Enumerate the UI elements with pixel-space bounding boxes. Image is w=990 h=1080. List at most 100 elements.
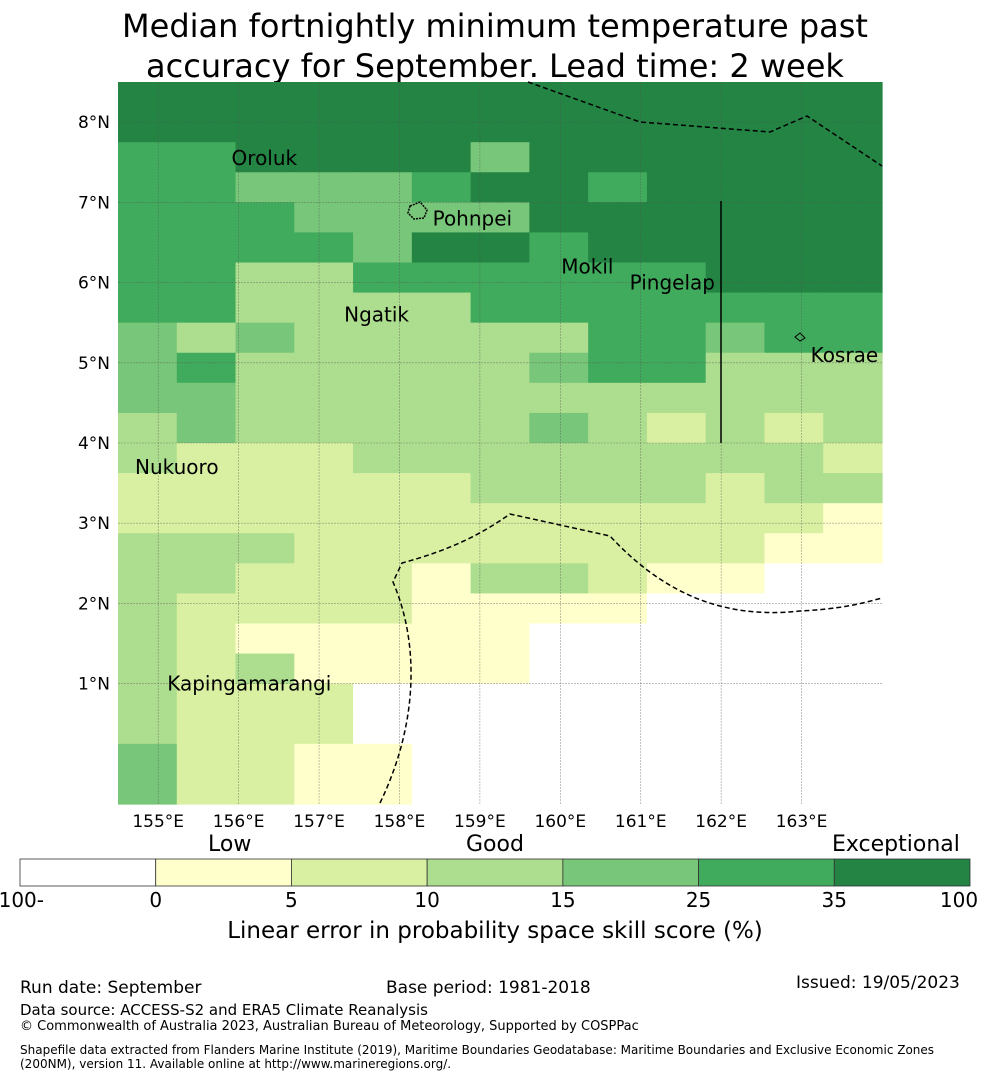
grid-cell xyxy=(529,172,589,203)
grid-cell xyxy=(764,743,824,775)
grid-cell xyxy=(529,292,589,324)
grid-cell xyxy=(235,533,295,564)
grid-cell xyxy=(235,653,295,685)
grid-cell xyxy=(646,653,707,685)
grid-cell xyxy=(118,473,178,504)
latitude-ticks: 1°N 2°N 3°N 4°N 5°N 6°N 7°N 8°N xyxy=(78,113,110,695)
grid-cell xyxy=(529,262,589,294)
grid-cell xyxy=(588,172,648,203)
grid-cell xyxy=(411,262,472,294)
lon-tick-label: 157°E xyxy=(293,812,345,832)
grid-cell xyxy=(235,292,295,324)
grid-cell xyxy=(705,262,766,294)
colorbar-tick-label: 25 xyxy=(685,888,712,912)
grid-cell xyxy=(353,262,413,294)
grid-cell xyxy=(764,623,824,655)
grid-cell xyxy=(646,382,707,414)
grid-cell xyxy=(646,773,707,805)
grid-cell xyxy=(764,713,824,745)
grid-cell xyxy=(235,443,295,474)
grid-cell xyxy=(588,82,648,113)
grid-cell xyxy=(118,563,178,595)
grid-cell xyxy=(294,623,354,655)
colorbar-tick-label: 0 xyxy=(149,888,163,912)
place-label-pingelap: Pingelap xyxy=(630,271,715,295)
grid-cell xyxy=(764,533,824,564)
colorbar-label-low: Low xyxy=(208,832,252,857)
grid-cell xyxy=(176,232,237,264)
grid-cell xyxy=(646,142,707,173)
colorbar-segment xyxy=(155,858,292,887)
grid-cell xyxy=(411,503,472,534)
grid-cell xyxy=(705,503,766,534)
grid-cell xyxy=(646,112,707,143)
grid-cell xyxy=(588,292,648,324)
grid-cell xyxy=(411,623,472,655)
grid-cell xyxy=(176,352,237,384)
colorbar xyxy=(19,858,971,887)
grid-cell xyxy=(764,773,824,805)
place-label-ngatik: Ngatik xyxy=(344,303,409,327)
grid-cell xyxy=(705,473,766,504)
grid-cell xyxy=(529,382,589,414)
grid-cell xyxy=(118,292,178,324)
grid-cell xyxy=(353,533,413,564)
grid-cell xyxy=(118,412,178,444)
base-period: Base period: 1981-2018 xyxy=(386,978,591,998)
grid-cell xyxy=(411,352,472,384)
lat-tick-label: 1°N xyxy=(78,675,110,695)
grid-cell xyxy=(764,382,824,414)
grid-cell xyxy=(705,82,766,113)
grid-cell xyxy=(588,623,648,655)
grid-cell xyxy=(235,713,295,745)
grid-cell xyxy=(176,172,237,203)
grid-cell xyxy=(705,653,766,685)
lat-tick-label: 6°N xyxy=(78,274,110,294)
grid-cell xyxy=(470,382,530,414)
grid-cell xyxy=(705,142,766,173)
grid-cell xyxy=(646,713,707,745)
grid-cell xyxy=(764,653,824,685)
grid-cell xyxy=(705,202,766,234)
grid-cell xyxy=(529,82,589,113)
grid-cell xyxy=(118,623,178,655)
grid-cell xyxy=(353,773,413,805)
grid-cell xyxy=(353,382,413,414)
grid-cell xyxy=(118,352,178,384)
grid-cell xyxy=(353,473,413,504)
grid-cell xyxy=(646,503,707,534)
grid-cell xyxy=(176,533,237,564)
grid-cell xyxy=(764,322,824,354)
grid-cell xyxy=(118,653,178,685)
grid-cell xyxy=(294,382,354,414)
grid-cell xyxy=(764,683,824,715)
grid-cell xyxy=(588,773,648,805)
grid-cell xyxy=(529,713,589,745)
grid-cell xyxy=(823,653,883,685)
grid-cell xyxy=(235,382,295,414)
chart-title: Median fortnightly minimum temperature p… xyxy=(0,6,990,86)
grid-cell xyxy=(764,202,824,234)
grid-cell xyxy=(823,743,883,775)
lon-tick-label: 163°E xyxy=(776,812,828,832)
grid-cell xyxy=(411,382,472,414)
grid-cell xyxy=(118,232,178,264)
grid-cell xyxy=(411,142,472,173)
grid-cell xyxy=(353,352,413,384)
grid-cell xyxy=(705,172,766,203)
grid-cell xyxy=(235,473,295,504)
grid-cell xyxy=(588,112,648,143)
grid-cell xyxy=(823,352,883,384)
grid-cell xyxy=(235,623,295,655)
grid-cell xyxy=(823,533,883,564)
grid-cell xyxy=(411,172,472,203)
grid-cell xyxy=(588,443,648,474)
grid-cell xyxy=(235,142,295,173)
issued-date: Issued: 19/05/2023 xyxy=(796,973,960,993)
place-labels: Oroluk Pohnpei Mokil Pingelap Ngatik Kosrae Nu… xyxy=(135,146,878,695)
grid-cell xyxy=(764,142,824,173)
grid-cell xyxy=(588,593,648,625)
grid-cell xyxy=(353,563,413,595)
grid-cell xyxy=(176,262,237,294)
grid-cell xyxy=(470,653,530,685)
